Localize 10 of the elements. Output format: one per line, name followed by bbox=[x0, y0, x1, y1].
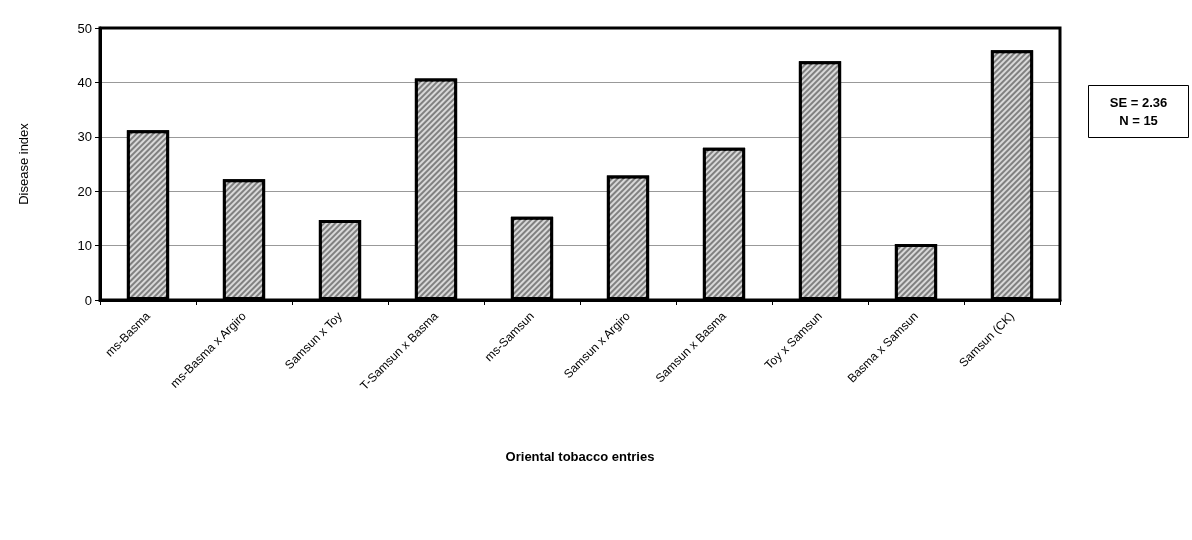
y-tick-label: 50 bbox=[77, 20, 92, 36]
y-axis-title: Disease index bbox=[16, 122, 31, 205]
y-tick-label: 30 bbox=[77, 129, 92, 145]
x-axis-title: Oriental tobacco entries bbox=[505, 449, 655, 464]
text: SE = 2.36 bbox=[1109, 94, 1168, 110]
y-tick-label: 0 bbox=[84, 292, 92, 308]
text: N = 15 bbox=[1119, 112, 1158, 128]
y-tick-label: 20 bbox=[77, 183, 92, 199]
y-tick-label: 10 bbox=[77, 238, 92, 254]
y-tick-label: 40 bbox=[77, 74, 92, 90]
